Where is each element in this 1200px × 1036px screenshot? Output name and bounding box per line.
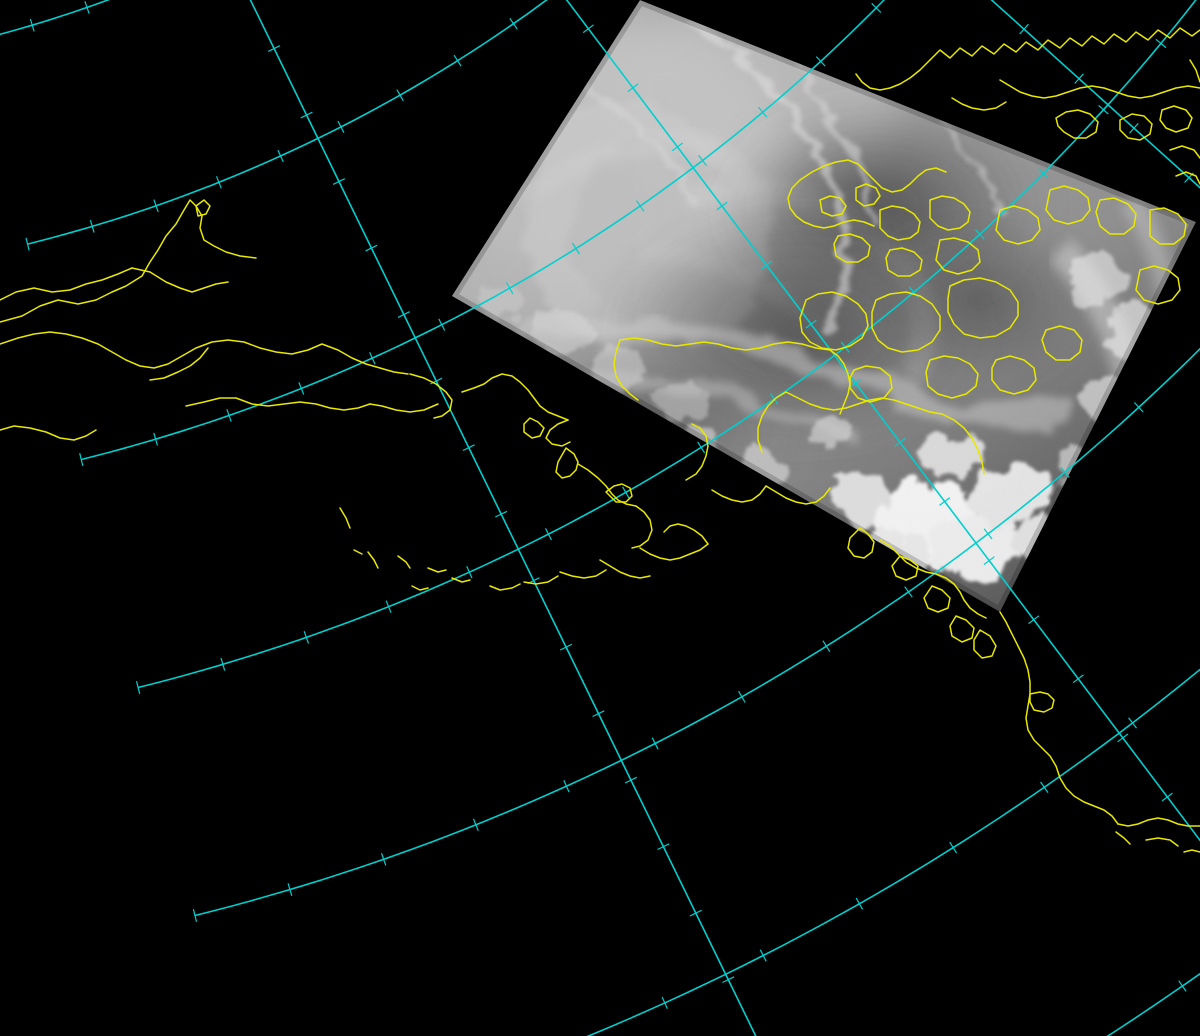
meridian-tick	[559, 643, 573, 651]
parallel-tick	[505, 282, 514, 295]
parallel-tick	[153, 199, 159, 213]
parallel-tick	[380, 853, 387, 866]
meridian-tick	[671, 142, 683, 152]
meridian-tick	[805, 319, 817, 329]
parallel-tick	[84, 1, 90, 14]
meridian-tick	[300, 111, 313, 119]
meridian-tick	[592, 710, 605, 718]
parallel-tick	[759, 949, 767, 962]
meridian-tick	[1019, 23, 1029, 35]
parallel-tick	[287, 883, 293, 896]
parallel-tick	[1128, 717, 1137, 729]
meridian-tick	[689, 909, 702, 917]
parallel-tick	[544, 528, 552, 541]
meridian-tick	[1072, 674, 1084, 684]
parallel-tick	[369, 351, 376, 365]
parallel-tick	[135, 681, 141, 694]
parallel-tick	[904, 586, 913, 598]
parallel-tick	[871, 2, 882, 13]
parallel-tick	[220, 657, 226, 671]
meridian-tick	[627, 83, 639, 93]
meridian-48	[990, 0, 1200, 189]
parallel-tick	[661, 996, 668, 1010]
parallel-tick	[855, 897, 864, 910]
parallel-tick	[466, 566, 473, 579]
parallel-tick	[277, 149, 284, 163]
meridian-tick	[332, 178, 346, 185]
parallel-65N	[137, 0, 1197, 689]
parallel-tick	[337, 120, 345, 133]
meridian-tick	[582, 24, 594, 34]
meridian-tick	[983, 556, 995, 565]
parallel-tick	[215, 176, 222, 189]
parallel-tick	[698, 154, 707, 167]
meridian-tick	[397, 311, 410, 318]
parallel-tick	[25, 237, 30, 251]
parallel-tick	[509, 17, 518, 30]
parallel-tick	[1040, 781, 1049, 794]
meridian-tick	[1161, 792, 1173, 802]
meridian-tick	[365, 244, 378, 252]
parallel-tick	[79, 453, 84, 466]
meridian-tick	[716, 201, 728, 211]
swath-imagery	[452, 0, 1196, 612]
meridian-tick	[722, 976, 735, 984]
parallel-tick	[1037, 168, 1049, 179]
meridian-26	[249, 0, 757, 1036]
meridian-tick	[1074, 73, 1084, 84]
parallel-tick	[1060, 466, 1070, 478]
meridian-tick	[850, 378, 862, 388]
meridian-tick	[462, 444, 475, 452]
meridian-tick	[657, 843, 670, 851]
parallel-tick	[738, 690, 746, 703]
parallel-tick	[571, 242, 580, 255]
parallel-55N	[586, 668, 1200, 1036]
meridian-tick	[495, 510, 508, 518]
parallel-tick	[438, 318, 446, 331]
meridian-tick	[894, 438, 906, 447]
parallel-tick	[385, 600, 392, 613]
parallel-tick	[636, 200, 645, 212]
parallel-tick	[563, 780, 570, 793]
parallel-tick	[1133, 402, 1144, 413]
parallel-70N	[81, 0, 886, 461]
parallel-tick	[815, 56, 826, 67]
meridian-tick	[760, 260, 773, 270]
parallel-tick	[1098, 104, 1109, 115]
meridian-tick	[1117, 733, 1129, 743]
parallel-75N	[27, 0, 548, 245]
parallel-tick	[949, 841, 958, 854]
meridian-tick	[1129, 122, 1139, 134]
parallel-tick	[453, 54, 462, 67]
parallel-tick	[226, 409, 232, 422]
parallel-tick	[396, 89, 404, 102]
meridian-tick	[1028, 615, 1040, 625]
parallel-tick	[1155, 38, 1167, 49]
parallel-tick	[1178, 980, 1187, 992]
parallel-60N	[194, 347, 1200, 917]
parallel-tick	[303, 631, 310, 644]
parallel-tick	[89, 220, 95, 233]
parallel-tick	[472, 818, 479, 832]
parallel-tick	[974, 229, 985, 240]
parallel-tick	[153, 432, 159, 446]
meridian-tick	[624, 776, 638, 784]
parallel-tick	[192, 909, 198, 922]
parallel-tick	[983, 528, 993, 540]
meridian-tick	[267, 45, 281, 52]
parallel-tick	[822, 640, 831, 653]
meridian-37	[565, 0, 1200, 842]
parallel-tick	[651, 737, 659, 750]
parallel-tick	[298, 382, 305, 395]
coastline-paths	[0, 27, 1200, 853]
parallel-tick	[622, 486, 630, 499]
parallel-tick	[697, 441, 706, 454]
parallel-tick	[758, 106, 768, 118]
meridian-tick	[939, 497, 951, 506]
parallel-tick	[29, 18, 35, 32]
